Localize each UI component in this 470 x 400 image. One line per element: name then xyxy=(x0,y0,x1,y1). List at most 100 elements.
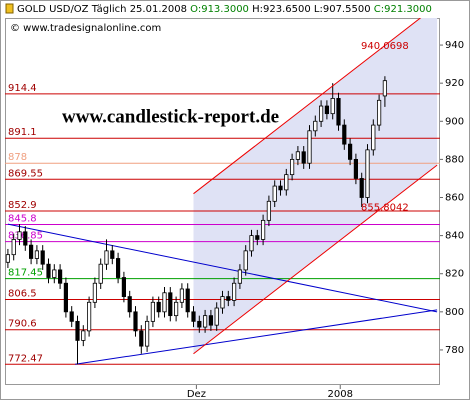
candle-body xyxy=(98,263,103,284)
candle-body xyxy=(347,143,353,160)
y-tick-label: 800 xyxy=(445,307,464,318)
level-label: 845.8 xyxy=(8,214,37,225)
candle-body xyxy=(359,178,364,198)
level-label: 817.45 xyxy=(8,268,43,279)
watermark: www.candlestick-report.de xyxy=(62,106,279,127)
candle-body xyxy=(133,311,138,332)
candle-body xyxy=(255,235,260,240)
candle-body xyxy=(110,250,115,259)
y-tick-label: 820 xyxy=(445,269,464,280)
y-tick-label: 880 xyxy=(445,154,464,165)
candle-body xyxy=(5,254,10,263)
candle-body xyxy=(353,158,359,179)
level-label: 878 xyxy=(8,152,27,163)
candle-body xyxy=(121,277,126,297)
candle-body xyxy=(371,124,376,151)
channel-line xyxy=(193,18,422,195)
candle-body xyxy=(139,330,144,347)
candle-body xyxy=(324,105,330,115)
candle-body xyxy=(249,235,254,252)
x-tick-label: 2008 xyxy=(328,389,353,400)
subtitle: © www.tradesignalonline.com xyxy=(10,23,161,34)
candle-body xyxy=(307,130,312,164)
level-label: 790.6 xyxy=(8,319,37,330)
title-part: H:923.6500 xyxy=(252,4,311,15)
candle-body xyxy=(28,244,34,259)
candle-body xyxy=(295,151,301,160)
candle-body xyxy=(23,231,28,246)
candle-body xyxy=(260,219,266,240)
candle-body xyxy=(168,292,173,317)
candle-body xyxy=(81,330,86,341)
candle-body xyxy=(185,288,190,313)
candle-body xyxy=(69,311,74,322)
candle-body xyxy=(214,307,219,326)
candle-body xyxy=(226,296,231,301)
trend-line xyxy=(75,309,438,365)
candle-body xyxy=(127,296,132,313)
title-part: L:907.5500 xyxy=(314,4,371,15)
level-label: 869.55 xyxy=(8,168,43,179)
chart-title: GOLD USD/OZ Täglich 25.01.2008 O:913.300… xyxy=(17,4,432,15)
candle-body xyxy=(237,269,242,284)
candle-body xyxy=(313,120,318,132)
trend-line xyxy=(7,223,438,313)
candle-body xyxy=(173,301,179,317)
candle-body xyxy=(17,231,22,240)
x-tick-label: Dez xyxy=(187,389,206,400)
candle-body xyxy=(342,124,347,145)
candle-body xyxy=(208,315,213,326)
level-label: 852.9 xyxy=(8,200,37,211)
candle-body xyxy=(116,258,121,278)
candle-body xyxy=(330,98,335,115)
candle-body xyxy=(11,239,16,256)
candle-body xyxy=(243,250,248,271)
plot: 914.4891.1878869.55852.9845.8836.85817.4… xyxy=(5,18,440,365)
y-tick-label: 940 xyxy=(445,40,464,51)
channel-fill xyxy=(193,18,438,354)
candle-body xyxy=(191,311,196,322)
candle-body xyxy=(150,301,155,322)
candle-body xyxy=(376,99,382,126)
candle-body xyxy=(231,282,237,301)
channel-label: 855.8042 xyxy=(361,203,409,214)
candle-body xyxy=(272,185,277,202)
candle-body xyxy=(289,158,295,176)
candle-body xyxy=(40,250,45,265)
level-label: 914.4 xyxy=(8,83,37,94)
level-label: 772.47 xyxy=(8,353,43,364)
title-part: GOLD USD/OZ Täglich 25.01.2008 xyxy=(17,4,187,15)
candle-body xyxy=(301,151,306,164)
y-tick-label: 900 xyxy=(445,116,464,127)
y-tick-label: 920 xyxy=(445,78,464,89)
level-label: 806.5 xyxy=(8,288,37,299)
candle-body xyxy=(92,282,97,303)
icon xyxy=(5,3,14,14)
candle-body xyxy=(63,282,68,313)
candle-body xyxy=(58,269,63,284)
candle-body xyxy=(46,263,51,278)
candle-body xyxy=(52,269,57,278)
candle-body xyxy=(197,320,202,328)
candle-body xyxy=(284,174,289,191)
candle-body xyxy=(220,296,225,309)
candle-body xyxy=(202,315,208,328)
candle-body xyxy=(266,200,272,221)
candle-body xyxy=(156,301,161,313)
candle-body xyxy=(318,105,324,122)
candle-body xyxy=(278,185,283,191)
candle-body xyxy=(336,98,341,126)
title-part: C:921.3000 xyxy=(374,4,432,15)
candle-body xyxy=(104,250,109,265)
y-tick-label: 840 xyxy=(445,231,464,242)
level-label: 891.1 xyxy=(8,127,37,138)
candle-body xyxy=(365,149,370,198)
y-tick-label: 860 xyxy=(445,192,464,203)
candle-body xyxy=(34,250,40,259)
channel-label: 940.0698 xyxy=(361,41,409,52)
y-tick-label: 780 xyxy=(445,345,464,356)
candle-body xyxy=(382,80,388,97)
candle-body xyxy=(144,320,150,347)
title-part: O:913.3000 xyxy=(190,4,249,15)
